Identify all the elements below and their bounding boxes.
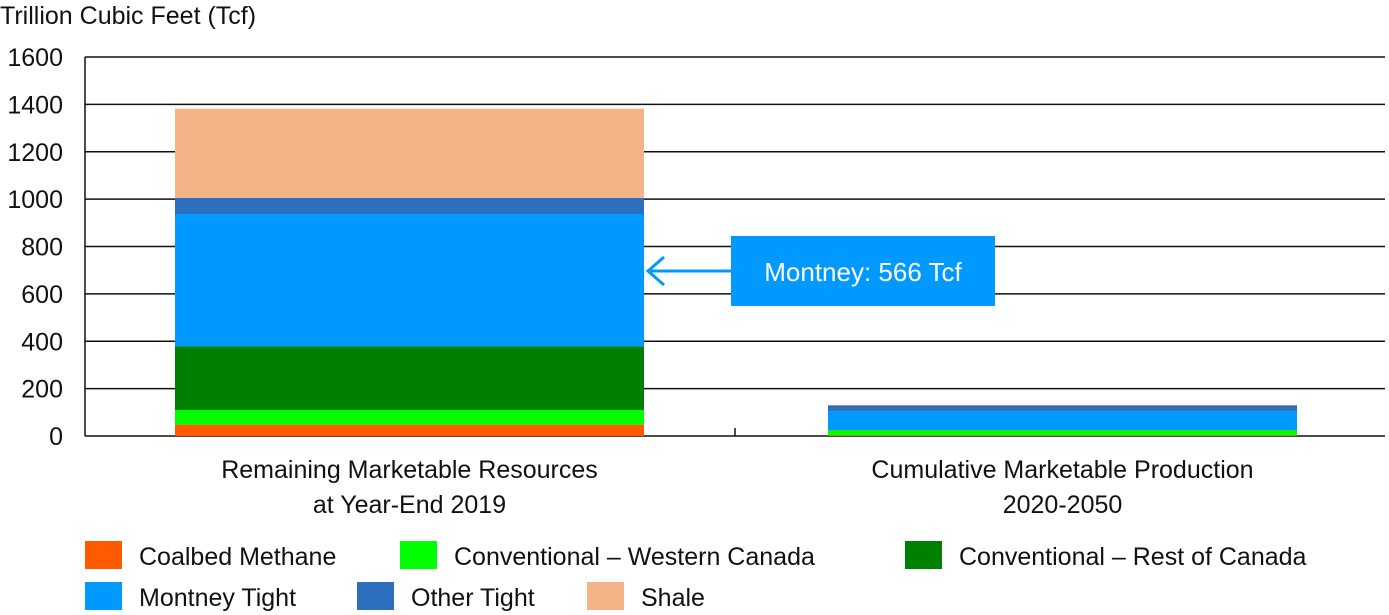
x-category-label: Cumulative Marketable Production <box>871 456 1253 484</box>
legend-label: Other Tight <box>411 584 535 612</box>
legend-label: Shale <box>641 584 705 612</box>
y-tick-label: 800 <box>21 234 63 262</box>
x-category-label: 2020-2050 <box>1003 491 1123 519</box>
annotation-box <box>731 236 995 306</box>
bar-segment <box>828 411 1297 431</box>
y-tick-label: 1000 <box>7 186 63 214</box>
legend-swatch <box>905 541 942 569</box>
y-tick-label: 1600 <box>7 44 63 72</box>
y-tick-label: 200 <box>21 376 63 404</box>
legend-swatch <box>85 582 122 610</box>
bar-segment <box>175 197 644 215</box>
legend-swatch <box>85 541 122 569</box>
legend-swatch <box>357 582 394 610</box>
legend-label: Conventional – Rest of Canada <box>959 543 1307 571</box>
bar-segment <box>175 214 644 347</box>
bar-segment <box>175 108 644 198</box>
y-tick-label: 600 <box>21 281 63 309</box>
bar-segment <box>175 346 644 410</box>
legend-swatch <box>400 541 437 569</box>
bar-segment <box>828 405 1297 412</box>
legend-label: Coalbed Methane <box>139 543 336 571</box>
legend-label: Conventional – Western Canada <box>454 543 815 571</box>
bar-segment <box>828 430 1297 436</box>
bar-segment <box>175 424 644 436</box>
y-axis-title: Trillion Cubic Feet (Tcf) <box>0 2 256 30</box>
legend-label: Montney Tight <box>139 584 296 612</box>
y-tick-label: 0 <box>49 423 63 451</box>
y-tick-label: 1400 <box>7 91 63 119</box>
y-tick-label: 400 <box>21 328 63 356</box>
legend-swatch <box>587 582 624 610</box>
x-category-label: at Year-End 2019 <box>313 491 506 519</box>
annotation-arrow-head <box>645 255 665 287</box>
bar-segment <box>175 409 644 425</box>
x-category-label: Remaining Marketable Resources <box>221 456 598 484</box>
annotation-text: Montney: 566 Tcf <box>764 257 962 287</box>
y-tick-label: 1200 <box>7 139 63 167</box>
